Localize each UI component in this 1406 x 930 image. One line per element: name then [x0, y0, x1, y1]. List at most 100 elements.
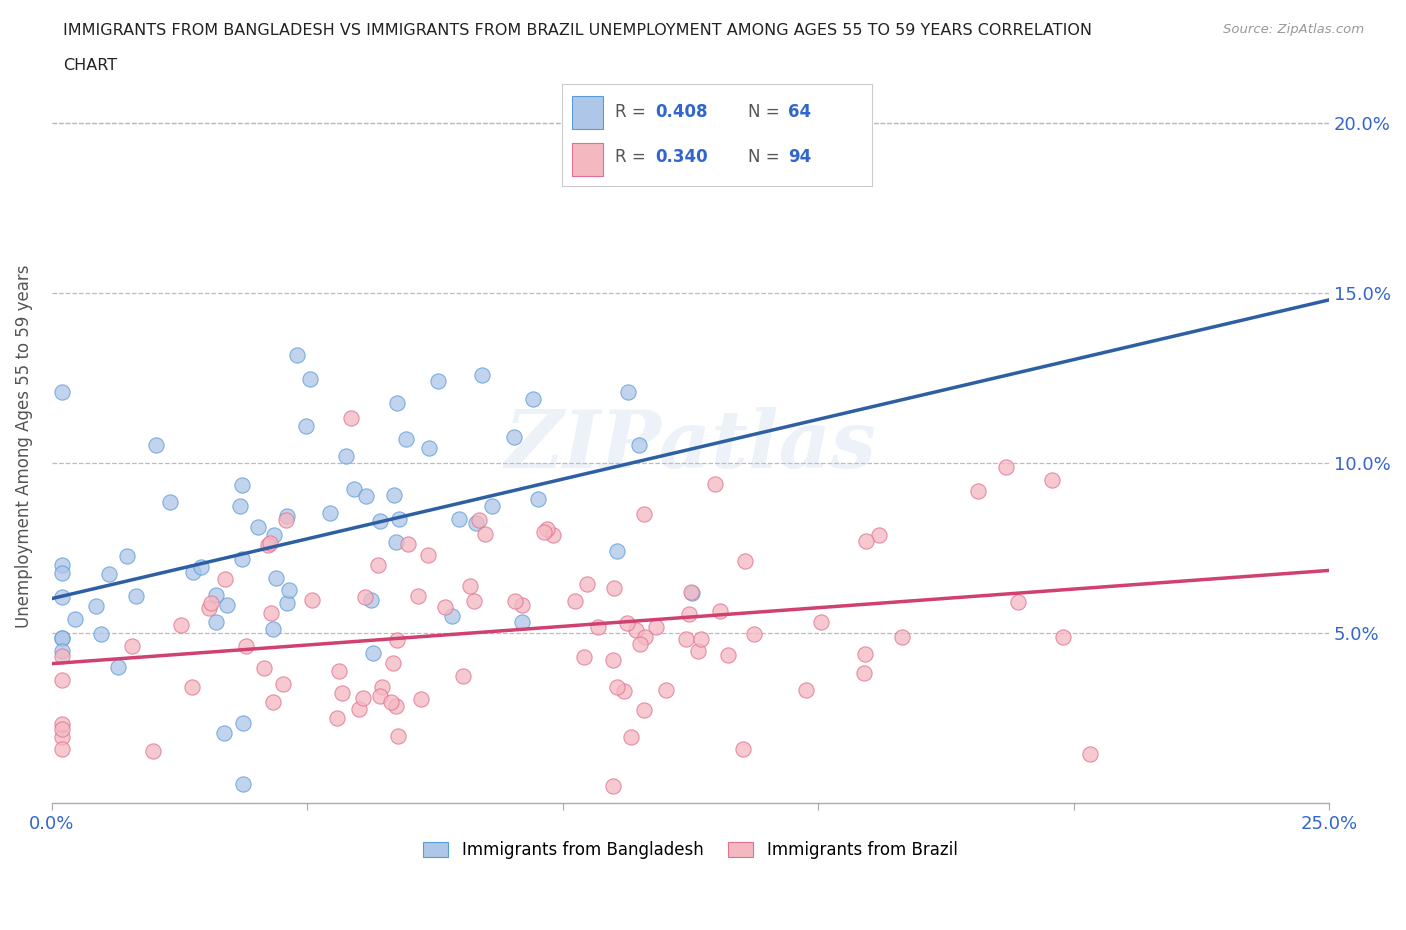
Point	[145, 437, 167, 452]
Point	[51, 649, 73, 664]
Point	[235, 639, 257, 654]
Point	[681, 586, 703, 601]
Point	[465, 516, 488, 531]
Point	[169, 618, 191, 632]
Point	[395, 432, 418, 446]
Point	[384, 535, 406, 550]
Point	[51, 385, 73, 400]
Text: ZIPatlas: ZIPatlas	[505, 407, 876, 485]
Point	[467, 512, 489, 527]
Y-axis label: Unemployment Among Ages 55 to 59 years: Unemployment Among Ages 55 to 59 years	[15, 264, 32, 628]
Point	[388, 512, 411, 527]
Point	[262, 621, 284, 636]
Point	[606, 544, 628, 559]
Point	[606, 680, 628, 695]
Point	[855, 646, 877, 661]
Point	[212, 725, 235, 740]
Point	[396, 537, 419, 551]
Point	[616, 615, 638, 630]
Point	[51, 565, 73, 580]
Point	[368, 513, 391, 528]
Point	[541, 528, 564, 543]
Point	[276, 596, 298, 611]
Point	[617, 384, 640, 399]
Point	[262, 695, 284, 710]
Text: 0.340: 0.340	[655, 149, 707, 166]
Point	[717, 647, 740, 662]
Point	[434, 600, 457, 615]
Point	[602, 778, 624, 793]
Text: IMMIGRANTS FROM BANGLADESH VS IMMIGRANTS FROM BRAZIL UNEMPLOYMENT AMONG AGES 55 : IMMIGRANTS FROM BANGLADESH VS IMMIGRANTS…	[63, 23, 1092, 38]
Point	[427, 374, 450, 389]
Point	[634, 630, 657, 644]
Point	[363, 645, 385, 660]
Point	[382, 487, 405, 502]
Point	[481, 498, 503, 513]
Text: N =: N =	[748, 103, 785, 121]
Point	[125, 589, 148, 604]
Point	[232, 715, 254, 730]
Point	[51, 716, 73, 731]
Point	[217, 598, 239, 613]
Point	[84, 598, 107, 613]
Point	[868, 527, 890, 542]
Point	[328, 663, 350, 678]
Point	[354, 489, 377, 504]
Point	[330, 685, 353, 700]
Point	[380, 695, 402, 710]
Point	[440, 608, 463, 623]
Point	[285, 348, 308, 363]
Point	[295, 418, 318, 433]
Point	[527, 492, 550, 507]
Point	[620, 730, 643, 745]
Point	[586, 619, 609, 634]
Point	[966, 484, 988, 498]
Point	[510, 615, 533, 630]
Point	[273, 677, 295, 692]
Point	[278, 583, 301, 598]
Point	[51, 673, 73, 688]
Point	[214, 572, 236, 587]
Point	[704, 477, 727, 492]
Point	[51, 557, 73, 572]
Point	[107, 659, 129, 674]
Text: 64: 64	[789, 103, 811, 121]
Point	[994, 460, 1017, 475]
Point	[645, 619, 668, 634]
Point	[564, 593, 586, 608]
Point	[257, 538, 280, 552]
Text: N =: N =	[748, 149, 785, 166]
Point	[633, 702, 655, 717]
Point	[387, 728, 409, 743]
Point	[679, 585, 702, 600]
Point	[181, 565, 204, 580]
Point	[690, 631, 713, 646]
Point	[510, 597, 533, 612]
Point	[471, 367, 494, 382]
Point	[678, 607, 700, 622]
Point	[734, 554, 756, 569]
Point	[231, 551, 253, 566]
Point	[451, 669, 474, 684]
Point	[794, 683, 817, 698]
Point	[339, 411, 361, 426]
Point	[1040, 473, 1063, 488]
Point	[731, 742, 754, 757]
Point	[409, 692, 432, 707]
Point	[89, 626, 111, 641]
Point	[624, 622, 647, 637]
Point	[370, 689, 392, 704]
Point	[117, 549, 139, 564]
Point	[1052, 630, 1074, 644]
Point	[51, 741, 73, 756]
Point	[602, 580, 624, 595]
Point	[121, 638, 143, 653]
Text: 94: 94	[789, 149, 811, 166]
Point	[200, 595, 222, 610]
Point	[613, 684, 636, 698]
Point	[190, 560, 212, 575]
Point	[572, 649, 595, 664]
Point	[458, 578, 481, 593]
Point	[259, 536, 281, 551]
Point	[576, 577, 599, 591]
